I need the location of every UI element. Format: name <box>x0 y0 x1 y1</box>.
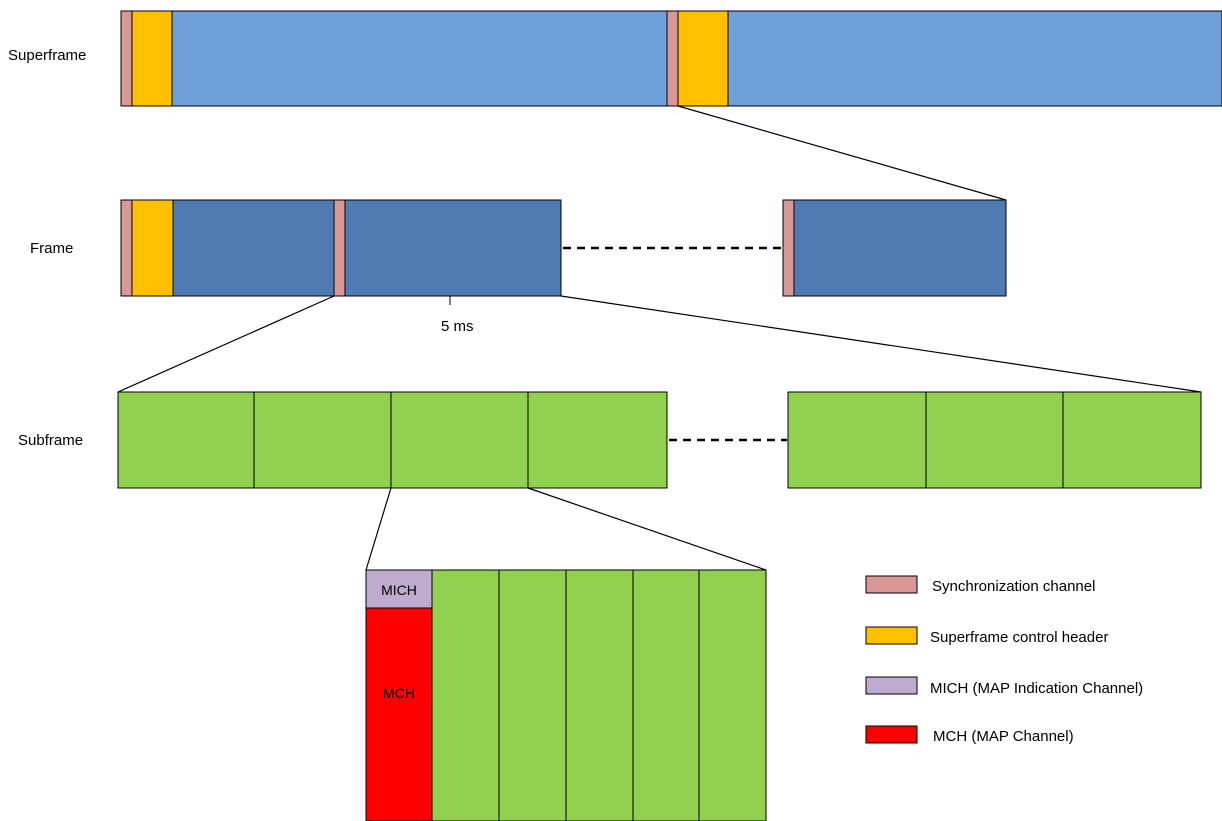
superframe-row <box>120 10 1222 107</box>
zoom-line-subframe-to-symbols-left <box>365 487 392 571</box>
subframe-detail: MICH MCH <box>365 569 767 821</box>
symbol-column <box>498 569 567 821</box>
frame-sync-segment <box>120 199 133 297</box>
legend-swatch-mich <box>865 676 918 695</box>
frame-body-right <box>782 199 1007 297</box>
mch-block <box>365 607 433 821</box>
frame-row: 5 ms <box>120 199 1007 335</box>
frame-row-label: Frame <box>30 240 73 257</box>
frame-sync-segment-2 <box>333 199 346 297</box>
frame-header-segment <box>131 199 174 297</box>
symbol-column <box>632 569 700 821</box>
zoom-line-frame-to-subframe-left <box>117 295 335 393</box>
superframe-header-segment-2 <box>677 10 729 107</box>
subframe-cell <box>1062 391 1202 489</box>
legend: Synchronization channel Superframe contr… <box>865 575 1143 745</box>
subframe-cell <box>117 391 255 489</box>
subframe-row-label: Subframe <box>18 432 83 449</box>
mch-block-label: MCH <box>383 685 415 701</box>
legend-swatch-mch <box>865 725 918 744</box>
superframe-sync-segment <box>120 10 133 107</box>
subframe-cell <box>925 391 1064 489</box>
symbol-column <box>431 569 500 821</box>
legend-swatch-sync <box>865 575 918 594</box>
zoom-line-subframe-to-symbols-right <box>527 487 767 571</box>
legend-label-mch: MCH (MAP Channel) <box>933 728 1074 745</box>
frame-duration-label: 5 ms <box>441 318 474 335</box>
legend-label-sync: Synchronization channel <box>932 578 1095 595</box>
zoom-line-frame-to-subframe-right <box>560 295 1202 393</box>
frame-sync-segment-3 <box>782 199 795 297</box>
mich-block <box>365 569 433 609</box>
symbol-column <box>698 569 767 821</box>
superframe-header-segment <box>131 10 173 107</box>
superframe-sync-segment-2 <box>666 10 679 107</box>
zoom-line-superframe-to-frame <box>677 105 1007 201</box>
subframe-row <box>117 391 1202 489</box>
subframe-cell <box>527 391 668 489</box>
superframe-row-label: Superframe <box>8 47 86 64</box>
mich-block-label: MICH <box>381 582 417 598</box>
subframe-cell <box>787 391 927 489</box>
legend-label-mich: MICH (MAP Indication Channel) <box>930 680 1143 697</box>
symbol-column <box>565 569 634 821</box>
subframe-cell <box>390 391 529 489</box>
legend-swatch-header <box>865 626 918 645</box>
subframe-cell <box>253 391 392 489</box>
legend-label-header: Superframe control header <box>930 629 1108 646</box>
